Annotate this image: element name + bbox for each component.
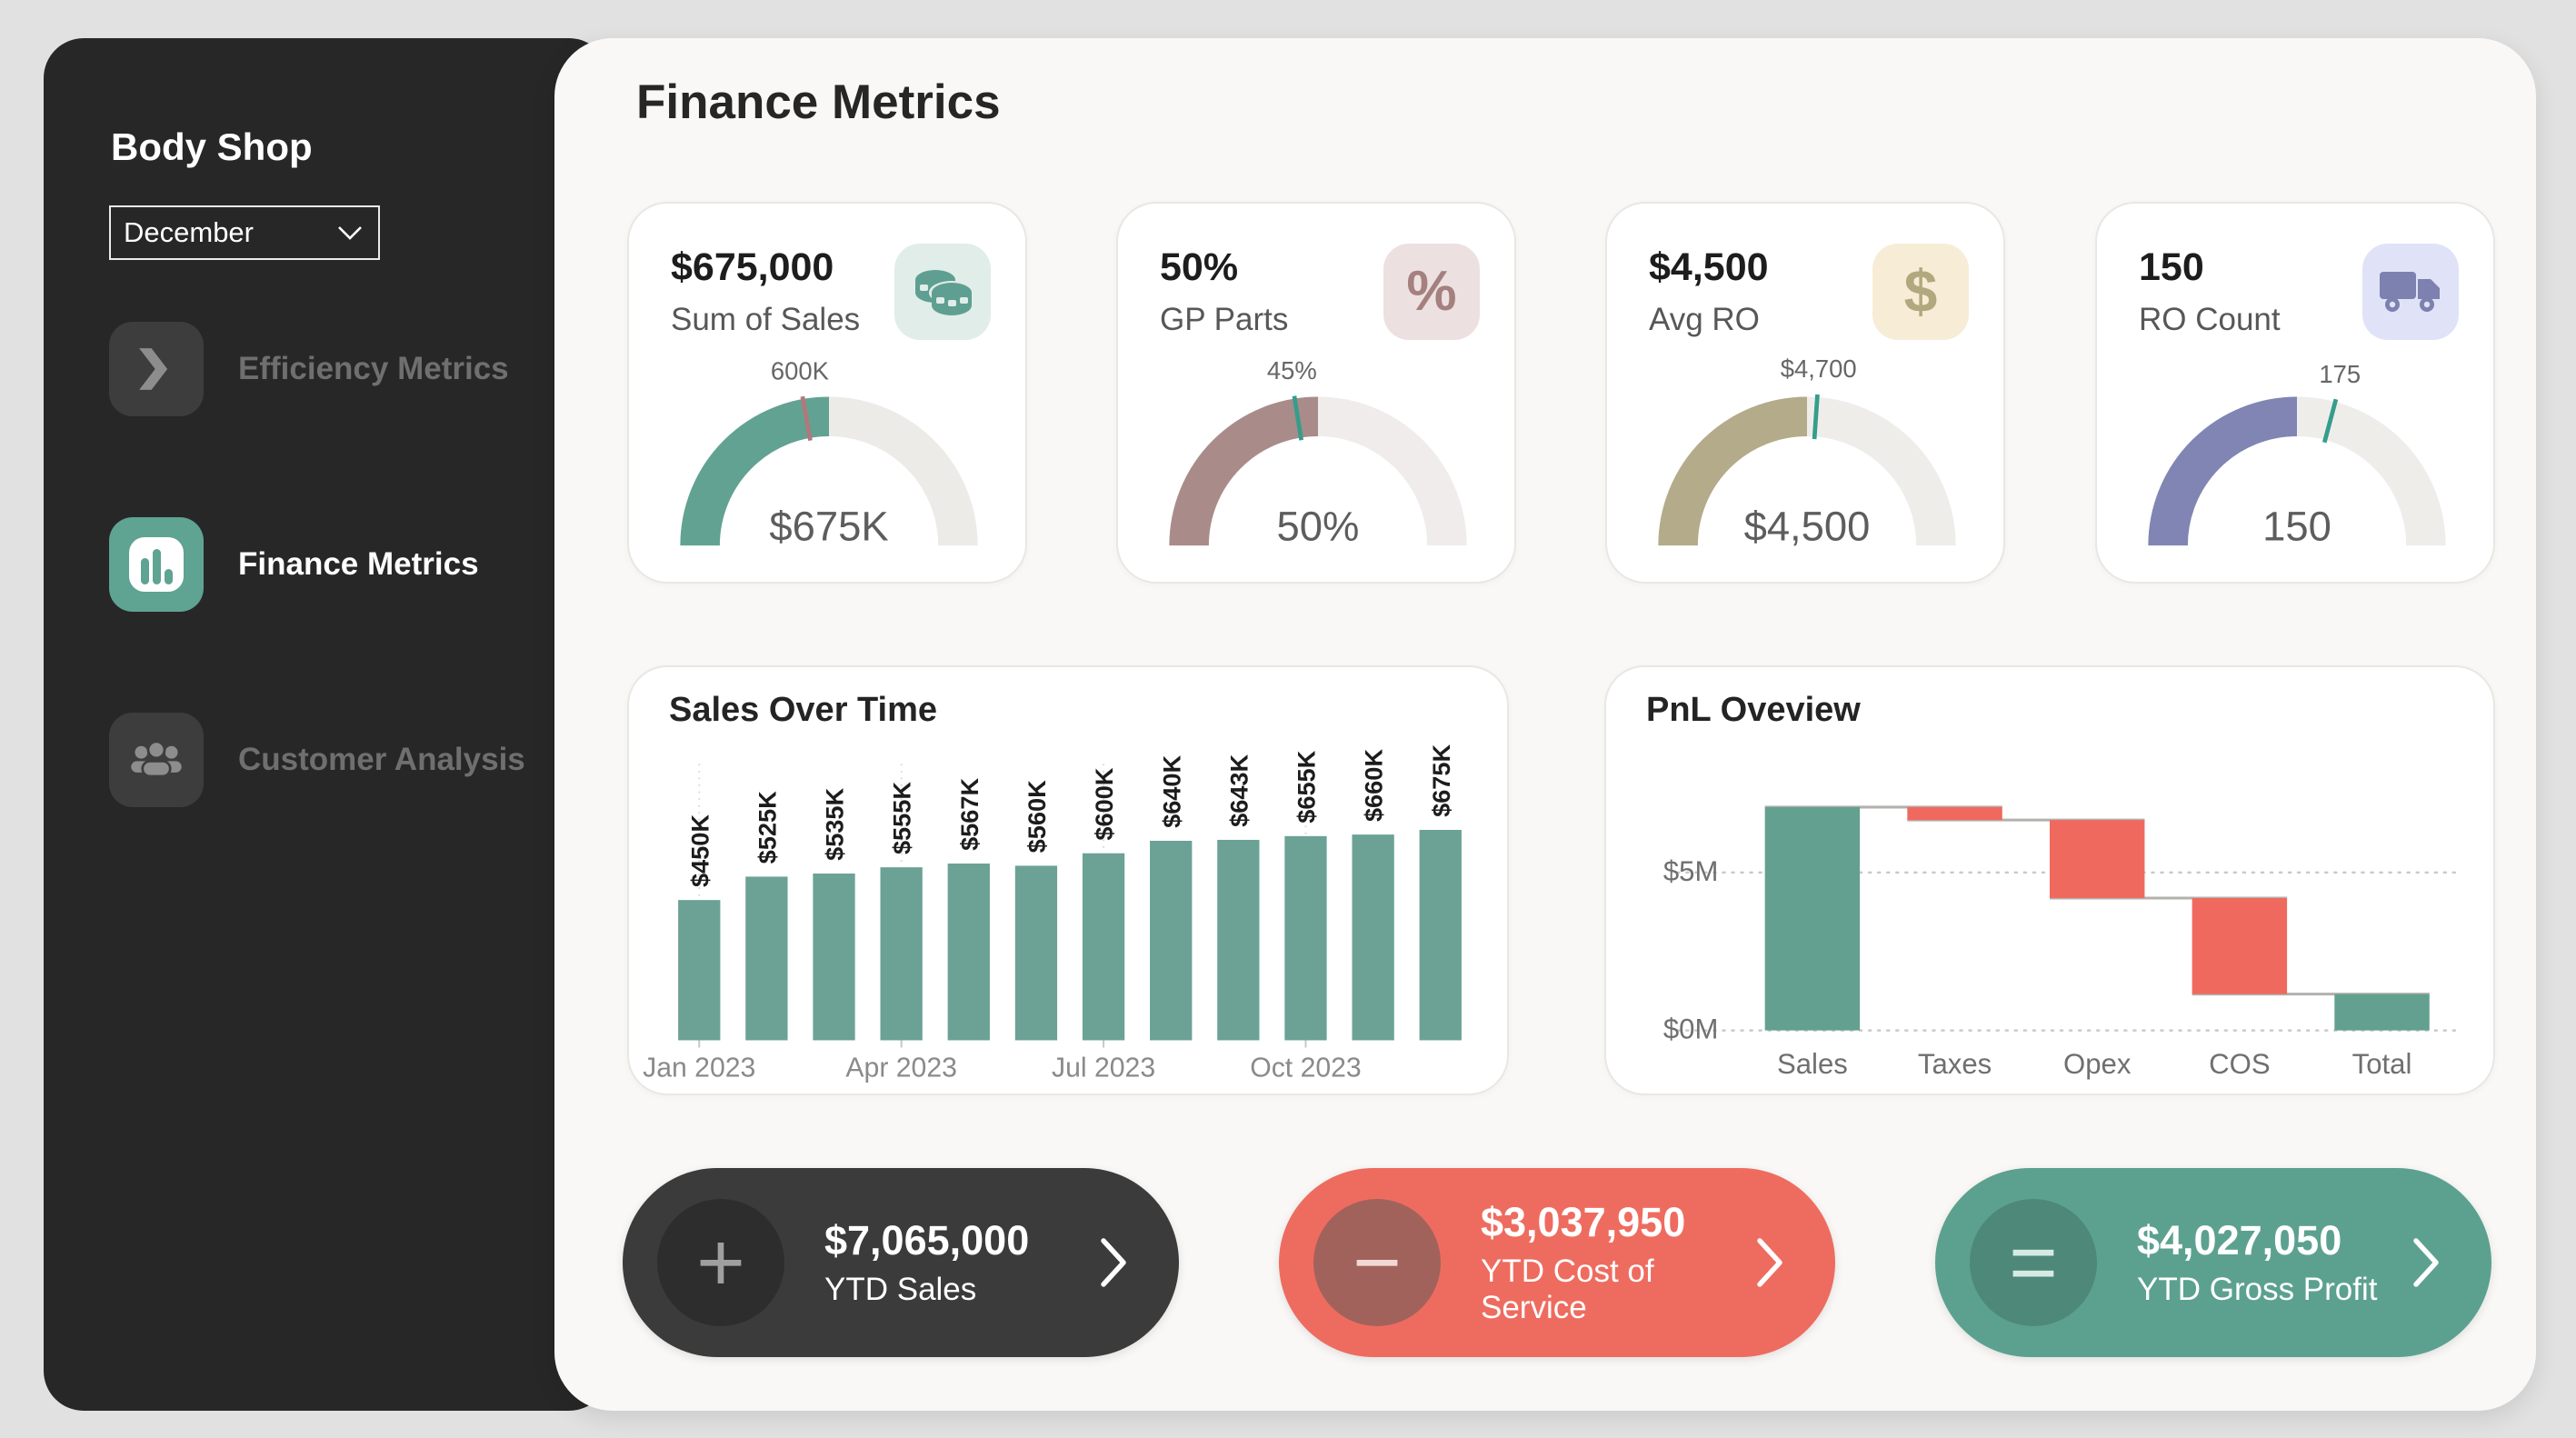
svg-text:Oct 2023: Oct 2023 [1250,1054,1362,1083]
chevron-right-icon [1757,1238,1782,1287]
svg-text:$535K: $535K [821,787,849,860]
chart-title: PnL Oveview [1646,691,1861,729]
svg-text:Opex: Opex [2063,1048,2132,1080]
svg-text:$0M: $0M [1663,1014,1719,1045]
sales-over-time-card: Sales Over Time $450K $525K $535K $555K $567… [627,665,1509,1095]
equals-icon: = [1970,1199,2097,1326]
svg-text:50%: 50% [1277,503,1360,549]
svg-text:$: $ [1904,257,1938,325]
sidebar: Body Shop December Efficiency Metrics Fi… [44,38,609,1411]
plus-icon: + [657,1199,784,1326]
kpi-value: $4,500 [1649,245,1769,289]
ytd-label: YTD Sales [824,1272,977,1307]
pnl-waterfall-chart: $0M $5M Sales Taxes Opex COS Total [1663,805,2464,1080]
kpi-value: 150 [2139,245,2204,289]
svg-text:$600K: $600K [1090,767,1118,840]
svg-text:$675K: $675K [769,503,888,549]
gauge-ro-count: 175 150 [2148,360,2446,549]
svg-text:$525K: $525K [753,791,781,864]
kpi-value: 50% [1160,245,1239,289]
kpi-label: GP Parts [1160,302,1289,337]
svg-text:$567K: $567K [955,778,983,851]
kpi-label: Sum of Sales [671,302,861,337]
month-dropdown-value: December [124,216,254,248]
sidebar-item-efficiency-metrics[interactable]: Efficiency Metrics [109,322,509,416]
svg-text:$640K: $640K [1157,754,1185,827]
svg-text:COS: COS [2209,1048,2270,1080]
gauge-sum-of-sales: 600K $675K [680,357,978,549]
svg-text:Sales: Sales [1777,1048,1848,1080]
ytd-label: YTD Gross Profit [2137,1272,2378,1307]
pnl-overview-card: PnL Oveview $0M $5M Sales Taxes Opex COS Total [1604,665,2495,1095]
kpi-label: RO Count [2139,302,2281,337]
sidebar-item-finance-metrics[interactable]: Finance Metrics [109,517,479,612]
kpi-card-ro-count: 150 RO Count 175 150 [2095,202,2495,584]
svg-text:$660K: $660K [1360,749,1388,822]
page-title: Finance Metrics [636,75,1001,129]
svg-text:$560K: $560K [1023,780,1051,853]
sales-over-time-chart: $450K $525K $535K $555K $567K $560K $600K $640K… [643,744,1462,1083]
svg-text:600K: 600K [771,357,829,385]
sidebar-item-customer-analysis[interactable]: Customer Analysis [109,713,525,807]
chevron-down-icon [338,226,362,240]
sidebar-title: Body Shop [111,125,313,168]
people-icon [109,713,204,807]
svg-text:$655K: $655K [1293,750,1321,823]
svg-text:$5M: $5M [1663,855,1719,887]
svg-text:$675K: $675K [1427,744,1455,816]
svg-text:45%: 45% [1267,356,1317,384]
gauge-avg-ro: $4,700 $4,500 [1658,356,1956,549]
ytd-cost-of-service-button[interactable]: − $3,037,950 YTD Cost of Service [1279,1168,1835,1357]
ytd-gross-profit-button[interactable]: = $4,027,050 YTD Gross Profit [1935,1168,2491,1357]
main-panel: Finance Metrics $675,000 Sum of Sales [554,38,2536,1411]
chevron-arrow-icon [109,322,204,416]
ytd-value: $4,027,050 [2137,1217,2342,1263]
svg-text:$643K: $643K [1224,754,1253,826]
svg-text:Apr 2023: Apr 2023 [845,1054,957,1083]
svg-text:%: % [1406,260,1456,323]
svg-text:150: 150 [2262,503,2331,549]
svg-text:Total: Total [2352,1048,2412,1080]
sidebar-item-label: Customer Analysis [238,742,525,777]
svg-text:Jul 2023: Jul 2023 [1052,1054,1155,1083]
truck-icon [2362,244,2459,340]
kpi-card-gp-parts: 50% GP Parts % 45% 50% [1116,202,1516,584]
kpi-label: Avg RO [1649,302,1760,337]
svg-text:$4,500: $4,500 [1744,503,1871,549]
coins-icon [894,244,991,340]
ytd-value: $3,037,950 [1481,1199,1686,1245]
month-dropdown[interactable]: December [109,205,380,260]
chevron-right-icon [2413,1238,2439,1287]
svg-text:$450K: $450K [685,814,714,887]
dollar-icon: $ [1872,244,1969,340]
sidebar-item-label: Finance Metrics [238,546,479,582]
chevron-right-icon [1101,1238,1126,1287]
ytd-sales-button[interactable]: + $7,065,000 YTD Sales [623,1168,1179,1357]
ytd-value: $7,065,000 [824,1217,1030,1263]
svg-text:$4,700: $4,700 [1781,356,1857,383]
kpi-card-avg-ro: $4,500 Avg RO $ $4,700 $4,500 [1605,202,2005,584]
kpi-card-sum-of-sales: $675,000 Sum of Sales [627,202,1027,584]
svg-text:$555K: $555K [888,782,916,854]
svg-text:Jan 2023: Jan 2023 [643,1054,755,1083]
gauge-gp-parts: 45% 50% [1169,356,1467,549]
sidebar-item-label: Efficiency Metrics [238,351,509,386]
svg-text:175: 175 [2319,360,2361,388]
bar-chart-icon [109,517,204,612]
ytd-label: YTD Cost of Service [1481,1253,1654,1325]
kpi-value: $675,000 [671,245,834,289]
minus-icon: − [1313,1199,1441,1326]
chart-title: Sales Over Time [669,691,938,729]
percent-icon: % [1383,244,1480,340]
svg-text:Taxes: Taxes [1918,1048,1992,1080]
